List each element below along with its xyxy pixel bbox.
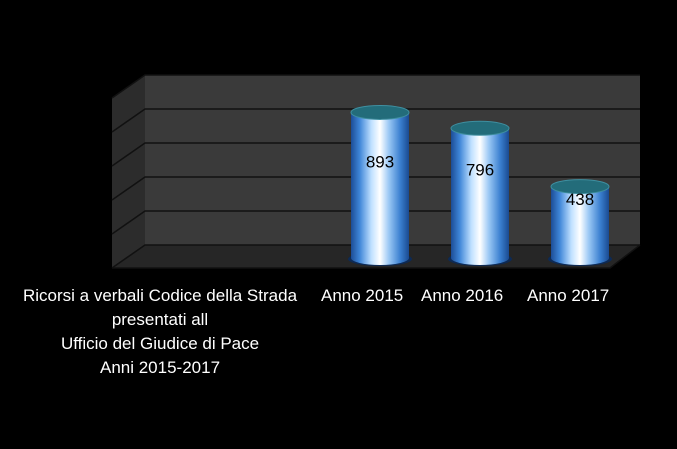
bar-body bbox=[451, 128, 509, 265]
bar-body bbox=[551, 186, 609, 265]
grid-line bbox=[111, 108, 640, 133]
x-tick-label: Anno 2015 bbox=[321, 286, 404, 305]
bar-top bbox=[350, 104, 410, 120]
x-tick-label: Anno 2016 bbox=[421, 286, 504, 305]
x-tick-label: Ricorsi a verbali Codice della Strada pr… bbox=[23, 286, 298, 377]
floor-edge bbox=[112, 244, 641, 269]
data-label: 893 bbox=[366, 153, 394, 172]
bar bbox=[448, 120, 512, 266]
side-wall bbox=[112, 75, 145, 268]
x-tick-label: Anno 2017 bbox=[527, 286, 610, 305]
bar-top bbox=[450, 120, 510, 136]
bar bbox=[548, 179, 612, 266]
bar-body bbox=[351, 112, 409, 265]
bar bbox=[348, 104, 412, 266]
grid-line bbox=[111, 74, 640, 99]
bar-top bbox=[550, 179, 610, 195]
data-label: 796 bbox=[466, 161, 494, 180]
data-label: 438 bbox=[566, 190, 594, 209]
